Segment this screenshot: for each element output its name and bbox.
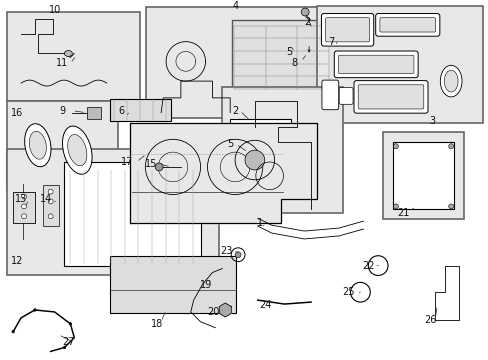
Bar bbox=[42, 185, 59, 226]
Bar bbox=[230, 118, 291, 190]
Text: 1: 1 bbox=[256, 218, 263, 228]
Text: 2: 2 bbox=[231, 106, 238, 116]
Bar bbox=[7, 101, 118, 190]
Ellipse shape bbox=[64, 50, 72, 57]
Text: 4: 4 bbox=[232, 1, 238, 11]
Text: 26: 26 bbox=[424, 315, 436, 325]
Text: 11: 11 bbox=[56, 58, 68, 68]
Text: 21: 21 bbox=[397, 208, 409, 218]
Polygon shape bbox=[129, 122, 316, 223]
Text: 7: 7 bbox=[327, 37, 333, 47]
FancyBboxPatch shape bbox=[325, 18, 369, 42]
Ellipse shape bbox=[439, 65, 461, 97]
FancyBboxPatch shape bbox=[321, 14, 373, 46]
Ellipse shape bbox=[29, 131, 46, 159]
Circle shape bbox=[48, 214, 53, 219]
Circle shape bbox=[12, 330, 15, 333]
FancyBboxPatch shape bbox=[334, 51, 417, 78]
Text: 12: 12 bbox=[11, 256, 23, 266]
Text: 9: 9 bbox=[60, 106, 65, 116]
FancyBboxPatch shape bbox=[375, 14, 439, 36]
Text: 19: 19 bbox=[200, 280, 212, 290]
Circle shape bbox=[235, 252, 241, 258]
Bar bbox=[316, 6, 482, 122]
Text: 24: 24 bbox=[259, 300, 271, 310]
Bar bbox=[232, 20, 330, 95]
FancyArrowPatch shape bbox=[307, 46, 309, 52]
Circle shape bbox=[448, 204, 453, 209]
Circle shape bbox=[244, 150, 264, 170]
Text: 20: 20 bbox=[207, 307, 219, 317]
FancyBboxPatch shape bbox=[379, 18, 435, 32]
Text: 3: 3 bbox=[428, 116, 435, 126]
Text: 13: 13 bbox=[15, 194, 27, 204]
Text: 6: 6 bbox=[119, 106, 124, 116]
Bar bbox=[64, 162, 200, 266]
Text: 16: 16 bbox=[11, 108, 23, 118]
Circle shape bbox=[33, 309, 36, 311]
Circle shape bbox=[63, 346, 66, 349]
Text: 5: 5 bbox=[226, 139, 233, 149]
Bar bbox=[146, 7, 348, 118]
Bar bbox=[110, 256, 236, 313]
Circle shape bbox=[155, 163, 163, 171]
Circle shape bbox=[393, 144, 398, 149]
Ellipse shape bbox=[67, 135, 87, 166]
Bar bbox=[392, 142, 453, 210]
Circle shape bbox=[393, 204, 398, 209]
Text: 10: 10 bbox=[48, 5, 61, 15]
Bar bbox=[110, 99, 171, 121]
Text: 17: 17 bbox=[121, 157, 134, 167]
Circle shape bbox=[21, 214, 26, 219]
Text: 25: 25 bbox=[342, 287, 354, 297]
FancyBboxPatch shape bbox=[321, 80, 338, 110]
FancyBboxPatch shape bbox=[358, 85, 423, 109]
Bar bbox=[222, 87, 342, 213]
Bar bbox=[7, 12, 140, 101]
Polygon shape bbox=[219, 303, 231, 317]
Circle shape bbox=[301, 8, 308, 16]
Text: 5: 5 bbox=[285, 46, 292, 57]
FancyBboxPatch shape bbox=[353, 81, 427, 113]
Circle shape bbox=[69, 323, 72, 325]
FancyBboxPatch shape bbox=[339, 87, 352, 104]
Circle shape bbox=[48, 199, 53, 204]
Circle shape bbox=[21, 194, 26, 199]
Bar bbox=[87, 107, 101, 118]
Ellipse shape bbox=[24, 124, 51, 167]
Circle shape bbox=[21, 204, 26, 209]
Bar bbox=[13, 192, 35, 223]
Text: 15: 15 bbox=[145, 159, 157, 169]
Text: 27: 27 bbox=[62, 337, 75, 347]
Bar bbox=[7, 149, 219, 275]
Text: 14: 14 bbox=[40, 194, 52, 204]
Text: 22: 22 bbox=[361, 261, 374, 271]
FancyBboxPatch shape bbox=[338, 55, 413, 73]
Circle shape bbox=[48, 189, 53, 194]
Text: 23: 23 bbox=[220, 246, 232, 256]
Text: 2: 2 bbox=[304, 17, 309, 27]
Text: 18: 18 bbox=[151, 319, 163, 329]
Text: 8: 8 bbox=[291, 58, 297, 68]
Bar bbox=[382, 132, 463, 219]
Circle shape bbox=[448, 144, 453, 149]
Ellipse shape bbox=[62, 126, 92, 174]
Ellipse shape bbox=[444, 70, 457, 92]
